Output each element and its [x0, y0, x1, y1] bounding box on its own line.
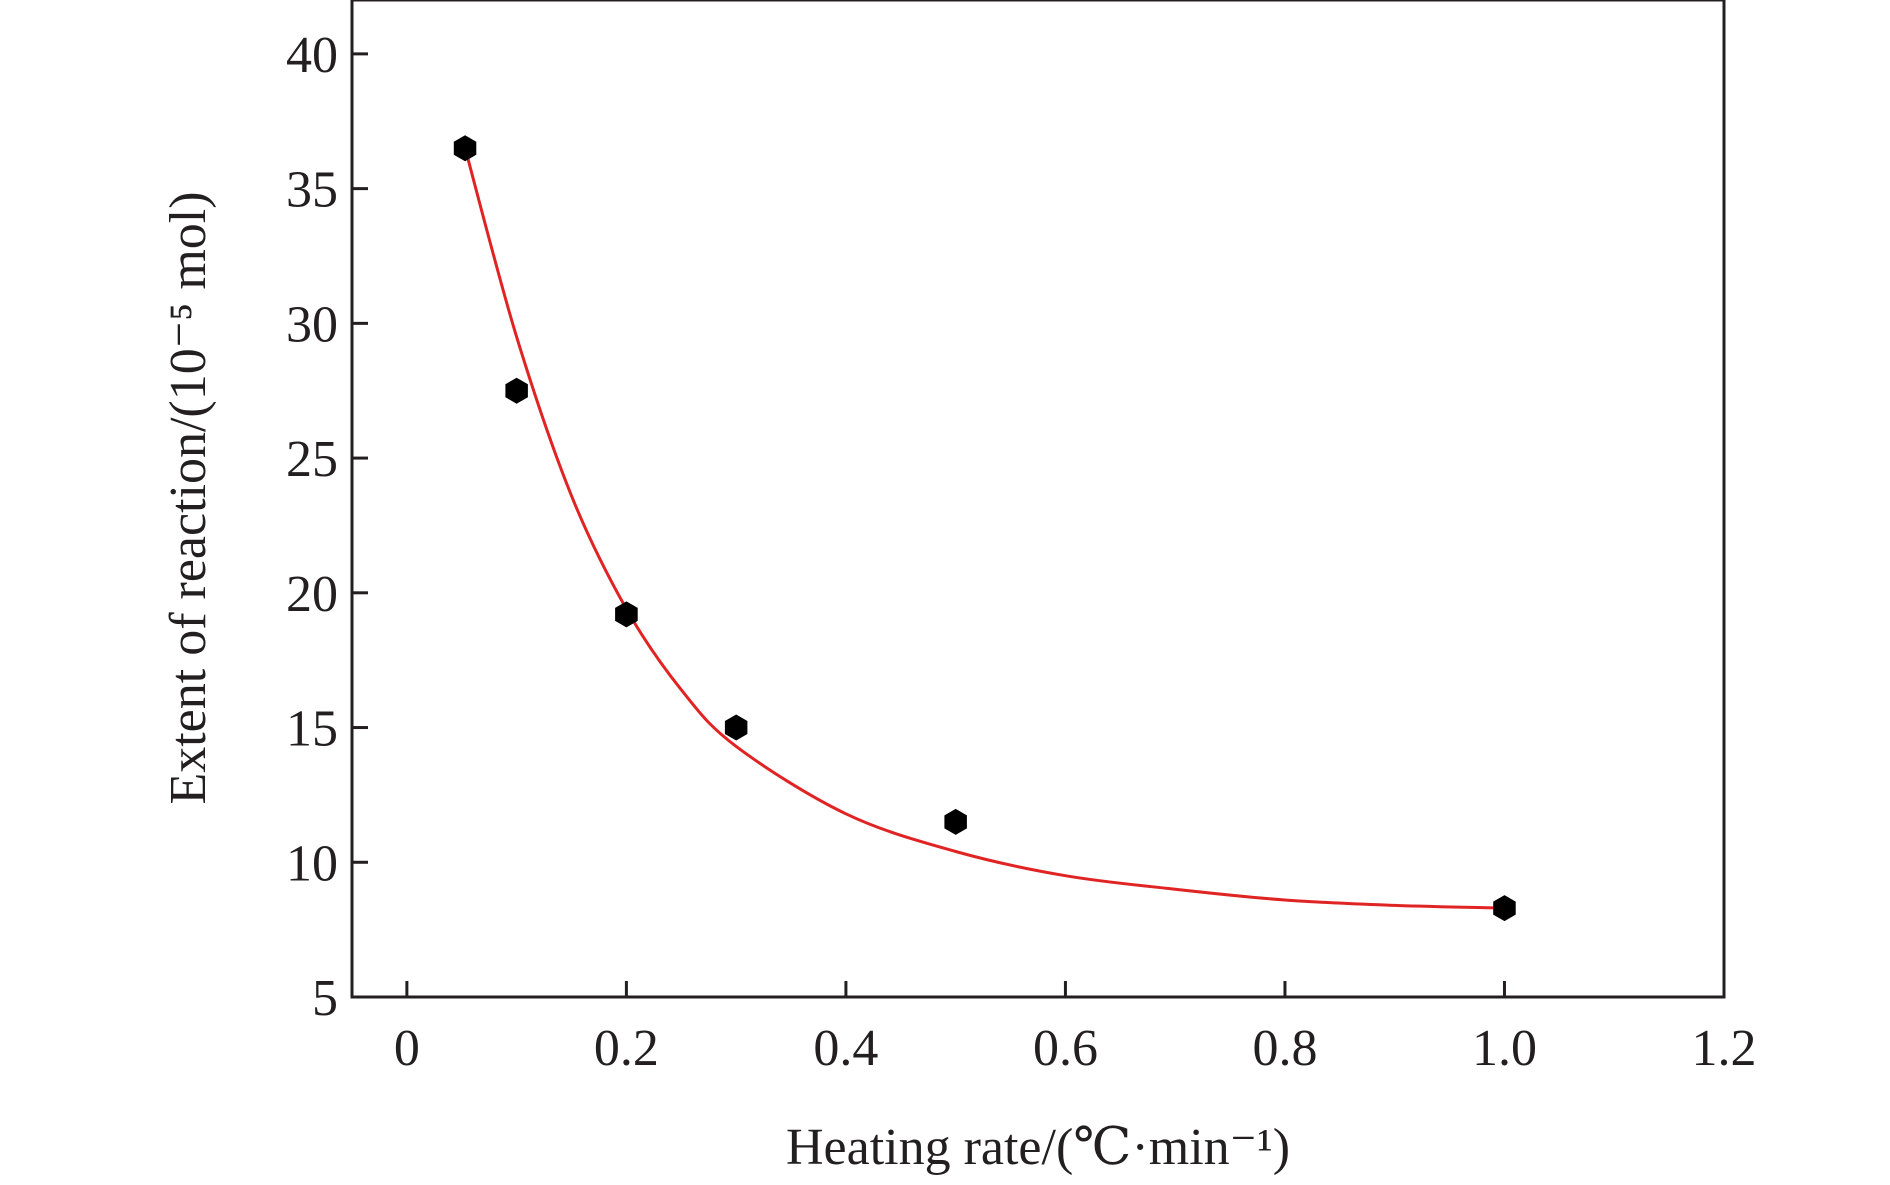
data-point — [724, 714, 748, 741]
y-tick-label: 40 — [286, 27, 338, 84]
series-layer — [453, 135, 1516, 922]
fit-curve — [463, 147, 1505, 910]
data-point — [1493, 895, 1516, 922]
data-point — [505, 377, 528, 404]
y-tick-label: 30 — [286, 296, 338, 353]
x-tick-label: 0.8 — [1252, 1020, 1317, 1077]
y-tick-label: 10 — [286, 835, 338, 892]
plot-frame — [350, 0, 1726, 999]
y-tick-label: 20 — [286, 566, 338, 623]
y-axis: 5 10 15 20 25 30 35 40 — [286, 27, 368, 1027]
y-tick-label: 5 — [312, 970, 338, 1027]
y-axis-title: Extent of reaction/(10⁻⁵ mol) — [160, 191, 217, 804]
y-tick-label: 35 — [286, 162, 338, 219]
y-tick-label: 15 — [286, 701, 338, 758]
x-tick-label: 1.0 — [1472, 1020, 1537, 1077]
x-axis: 0 0.2 0.4 0.6 0.8 1.0 1.2 — [394, 981, 1757, 1077]
data-point — [453, 135, 477, 162]
y-tick-label: 25 — [286, 431, 338, 488]
x-tick-label: 0.2 — [594, 1020, 659, 1077]
x-tick-label: 0 — [394, 1020, 420, 1077]
x-axis-title: Heating rate/(℃·min⁻¹) — [786, 1119, 1290, 1176]
data-point — [615, 601, 638, 628]
x-tick-label: 0.4 — [813, 1020, 878, 1077]
data-point — [944, 808, 967, 835]
x-tick-label: 0.6 — [1033, 1020, 1098, 1077]
x-tick-label: 1.2 — [1692, 1020, 1757, 1077]
